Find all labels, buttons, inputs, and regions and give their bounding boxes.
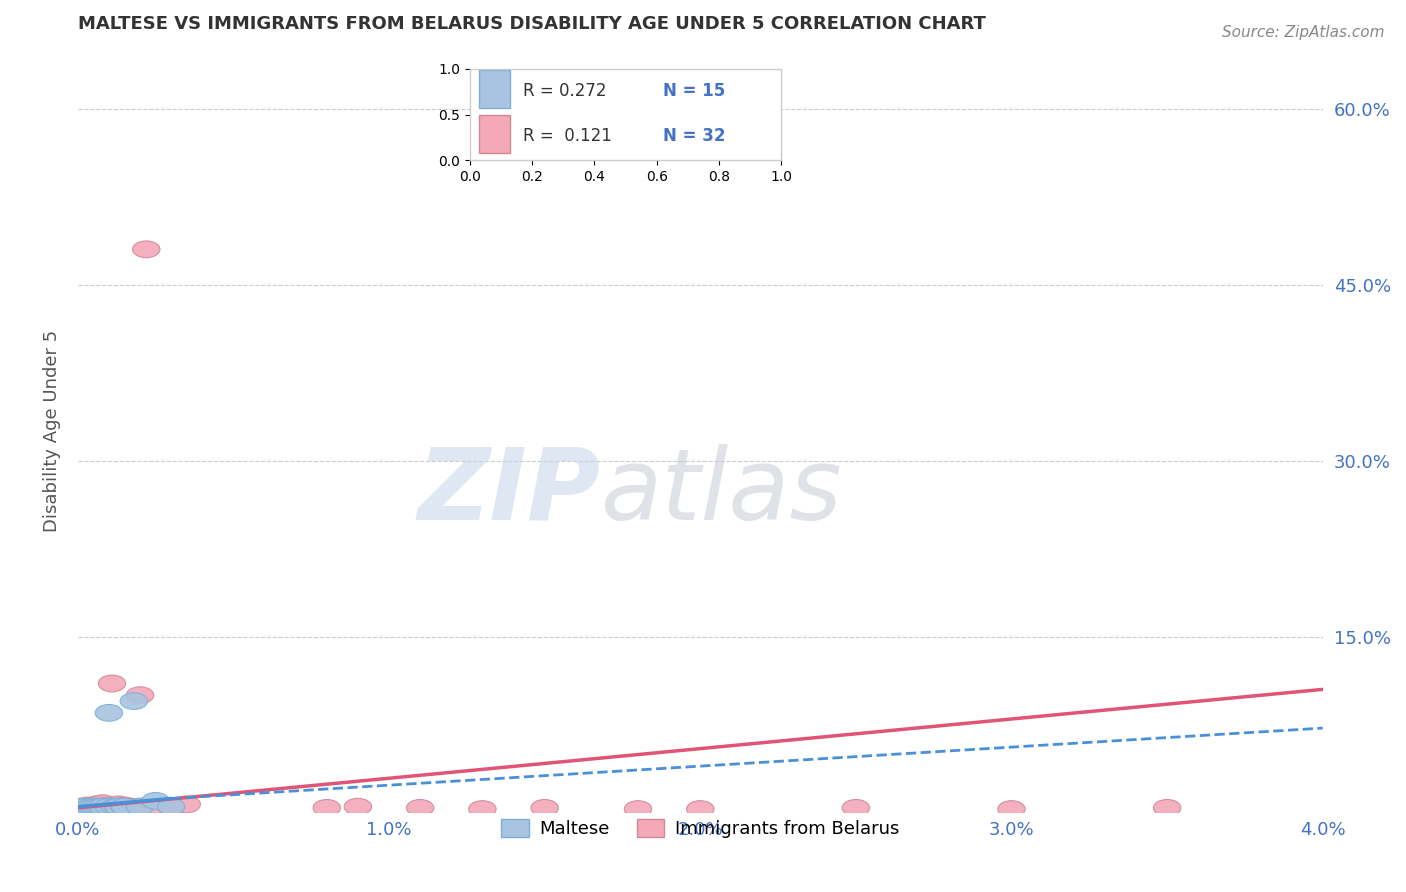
Ellipse shape — [117, 798, 145, 815]
Ellipse shape — [86, 798, 114, 815]
Ellipse shape — [70, 799, 97, 816]
Ellipse shape — [80, 798, 107, 815]
Ellipse shape — [686, 801, 714, 817]
Ellipse shape — [173, 796, 201, 813]
Ellipse shape — [1153, 799, 1181, 816]
Ellipse shape — [157, 798, 184, 815]
Ellipse shape — [70, 798, 97, 815]
Ellipse shape — [127, 798, 153, 815]
Ellipse shape — [67, 798, 94, 815]
Ellipse shape — [101, 798, 129, 815]
Ellipse shape — [73, 797, 101, 814]
Ellipse shape — [83, 798, 110, 815]
Y-axis label: Disability Age Under 5: Disability Age Under 5 — [44, 330, 60, 533]
Ellipse shape — [89, 798, 117, 815]
Ellipse shape — [96, 705, 122, 722]
Ellipse shape — [96, 797, 122, 814]
Ellipse shape — [93, 798, 120, 815]
Ellipse shape — [842, 799, 869, 816]
Ellipse shape — [96, 798, 122, 815]
Ellipse shape — [132, 241, 160, 258]
Ellipse shape — [76, 798, 104, 815]
Text: Source: ZipAtlas.com: Source: ZipAtlas.com — [1222, 25, 1385, 40]
Text: MALTESE VS IMMIGRANTS FROM BELARUS DISABILITY AGE UNDER 5 CORRELATION CHART: MALTESE VS IMMIGRANTS FROM BELARUS DISAB… — [77, 15, 986, 33]
Ellipse shape — [142, 798, 169, 815]
Ellipse shape — [89, 795, 117, 812]
Ellipse shape — [142, 792, 169, 809]
Ellipse shape — [80, 798, 107, 815]
Ellipse shape — [406, 799, 434, 816]
Ellipse shape — [83, 796, 110, 813]
Ellipse shape — [111, 798, 138, 815]
Ellipse shape — [86, 798, 114, 815]
Text: atlas: atlas — [600, 443, 842, 541]
Ellipse shape — [314, 799, 340, 816]
Text: ZIP: ZIP — [418, 443, 600, 541]
Ellipse shape — [624, 801, 652, 817]
Ellipse shape — [344, 798, 371, 815]
Ellipse shape — [127, 687, 153, 704]
Ellipse shape — [101, 798, 129, 815]
Legend: Maltese, Immigrants from Belarus: Maltese, Immigrants from Belarus — [495, 812, 907, 846]
Ellipse shape — [468, 801, 496, 817]
Ellipse shape — [120, 693, 148, 709]
Ellipse shape — [104, 796, 132, 813]
Ellipse shape — [127, 798, 153, 815]
Ellipse shape — [531, 799, 558, 816]
Ellipse shape — [111, 797, 138, 814]
Ellipse shape — [76, 798, 104, 815]
Ellipse shape — [108, 798, 135, 815]
Ellipse shape — [998, 801, 1025, 817]
Ellipse shape — [157, 798, 184, 815]
Ellipse shape — [98, 675, 125, 692]
Ellipse shape — [104, 798, 132, 815]
